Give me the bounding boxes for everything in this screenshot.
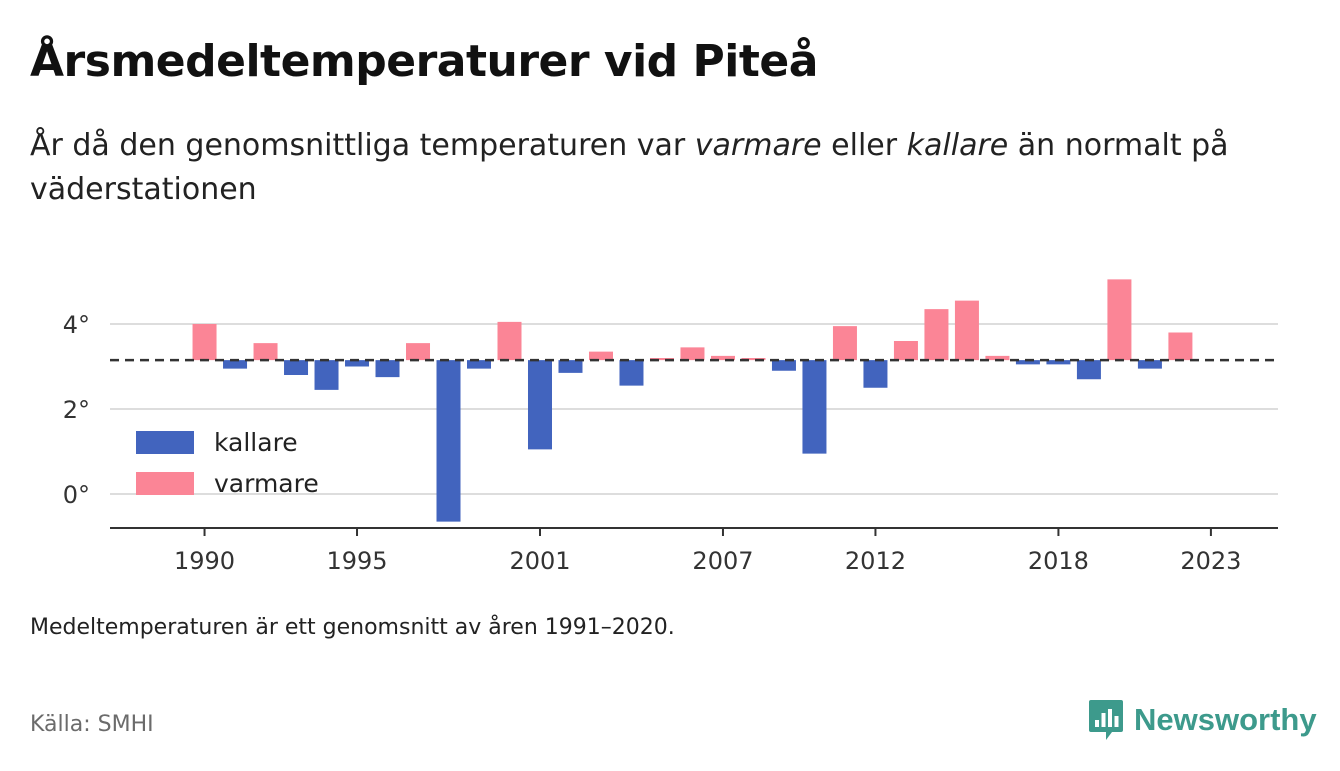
bar-colder — [1137, 360, 1162, 369]
bar-colder — [802, 360, 827, 454]
bar-colder — [1076, 360, 1101, 380]
bar-colder — [375, 360, 400, 378]
temperature-bar-chart: 0° 2° 4° 1990 1995 2001 2007 2012 2018 2023 kallar… — [63, 279, 1278, 575]
bar-warmer — [954, 300, 979, 361]
bar-colder — [558, 360, 583, 373]
bar-colder — [1046, 360, 1071, 365]
bar-colder — [1015, 360, 1040, 365]
bar-warmer — [985, 355, 1010, 361]
bar-warmer — [1107, 279, 1132, 361]
x-tick-label: 2012 — [845, 547, 906, 575]
y-tick-label: 2° — [63, 396, 90, 424]
subtitle-warm-word: varmare — [694, 128, 822, 163]
x-tick-label: 1990 — [174, 547, 235, 575]
brand-name: Newsworthy — [1134, 702, 1317, 737]
bar-warmer — [680, 347, 705, 361]
subtitle-prefix: År då den genomsnittliga temperaturen va… — [30, 128, 695, 163]
x-tick-label: 2001 — [509, 547, 570, 575]
subtitle-middle: eller — [821, 128, 907, 163]
bar-warmer — [924, 309, 949, 361]
bar-colder — [345, 360, 370, 367]
bar-warmer — [649, 358, 674, 361]
x-tick-label: 2007 — [692, 547, 753, 575]
x-tick-label: 2018 — [1028, 547, 1089, 575]
x-tick-label: 2023 — [1180, 547, 1241, 575]
footnote: Medeltemperaturen är ett genomsnitt av å… — [30, 615, 675, 640]
chart-subtitle: År då den genomsnittliga temperaturen va… — [30, 124, 1290, 212]
legend-label-colder: kallare — [214, 428, 298, 457]
newsworthy-logo-icon — [1089, 700, 1123, 740]
newsworthy-logo: Newsworthy — [1088, 697, 1317, 743]
legend-swatch-colder — [136, 431, 194, 454]
bar-colder — [527, 360, 552, 450]
bar-warmer — [588, 351, 613, 361]
bar-warmer — [1168, 332, 1193, 361]
legend-swatch-warmer — [136, 472, 194, 495]
bar-colder — [284, 360, 309, 375]
source-label: Källa: SMHI — [30, 712, 154, 737]
bar-colder — [436, 360, 461, 522]
y-tick-label: 0° — [63, 481, 90, 509]
bar-warmer — [741, 358, 766, 361]
bar-colder — [467, 360, 492, 369]
legend-label-warmer: varmare — [214, 469, 319, 498]
bar-warmer — [192, 324, 217, 361]
bar-colder — [863, 360, 888, 388]
bar-warmer — [710, 355, 735, 361]
bar-warmer — [406, 343, 431, 361]
y-tick-label: 4° — [63, 311, 90, 339]
bar-warmer — [497, 321, 522, 361]
bar-warmer — [832, 326, 857, 361]
bar-warmer — [893, 341, 918, 361]
subtitle-cold-word: kallare — [906, 128, 1009, 163]
bar-colder — [619, 360, 644, 386]
bar-warmer — [253, 343, 278, 361]
bar-colder — [314, 360, 339, 390]
bar-colder — [771, 360, 796, 371]
bar-colder — [223, 360, 248, 369]
x-tick-label: 1995 — [326, 547, 387, 575]
chart-title: Årsmedeltemperaturer vid Piteå — [30, 36, 818, 87]
subtitle-suffix: än normalt på väderstationen — [30, 128, 1229, 207]
